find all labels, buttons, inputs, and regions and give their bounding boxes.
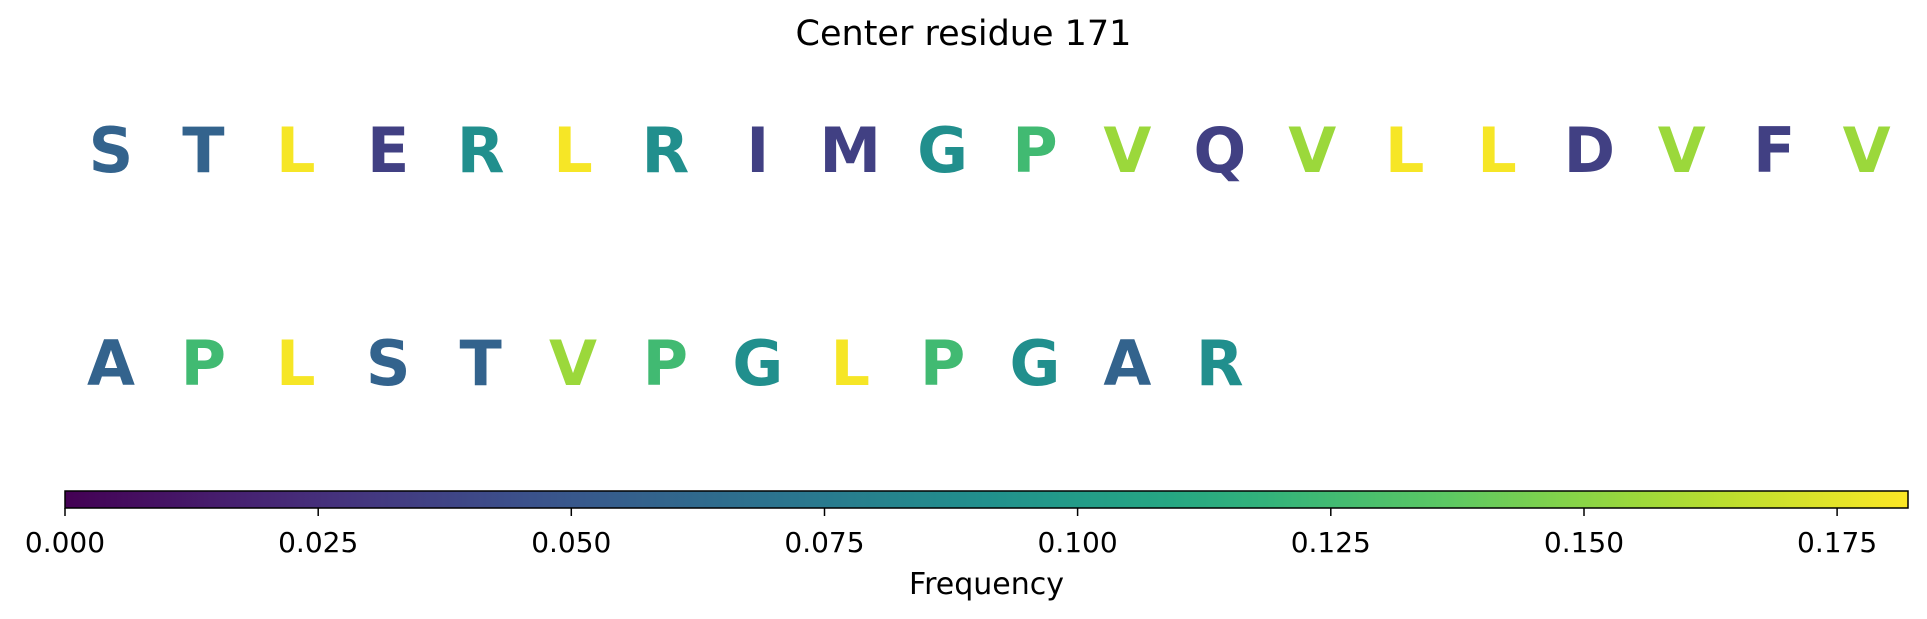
residue-letter: L xyxy=(553,114,593,187)
residue-letter: L xyxy=(276,114,316,187)
colorbar-tick-label: 0.150 xyxy=(1544,526,1624,559)
residue-letter: Q xyxy=(1193,114,1246,187)
colorbar-tick-label: 0.175 xyxy=(1797,526,1877,559)
colorbar-frame xyxy=(64,490,1909,509)
residue-letter: E xyxy=(367,114,409,187)
residue-letter: I xyxy=(746,114,769,187)
residue-letter: A xyxy=(87,327,135,400)
residue-letter: P xyxy=(1012,114,1057,187)
colorbar-gradient xyxy=(65,491,1908,508)
residue-letter: L xyxy=(830,327,870,400)
residue-letter: F xyxy=(1753,114,1795,187)
colorbar-tick-label: 0.000 xyxy=(25,526,105,559)
colorbar: 0.000 0.025 0.050 0.075 0.100 0.125 0.150 0.175… xyxy=(25,490,1909,602)
colorbar-tick-label: 0.100 xyxy=(1038,526,1118,559)
residue-letter: R xyxy=(1196,327,1244,400)
residue-letter: R xyxy=(642,114,690,187)
residue-letter: L xyxy=(276,327,316,400)
colorbar-label: Frequency xyxy=(909,567,1064,602)
residue-letter: P xyxy=(643,327,688,400)
colorbar-tick-label: 0.075 xyxy=(784,526,864,559)
residue-letter: R xyxy=(457,114,505,187)
residue-letter: S xyxy=(366,327,411,400)
residue-letter: L xyxy=(1385,114,1425,187)
residue-letter: G xyxy=(1010,327,1061,400)
residue-letter: G xyxy=(917,114,968,187)
residue-letter: G xyxy=(732,327,783,400)
residue-letter: D xyxy=(1564,114,1615,187)
residue-letter: V xyxy=(1288,114,1336,187)
residue-letters: S T L E R L R I M G P V Q V L L D V F VA P L S T V P G L P G A R xyxy=(87,114,1891,400)
residue-letter: A xyxy=(1103,327,1151,400)
residue-letter: L xyxy=(1477,114,1517,187)
residue-letter: V xyxy=(1103,114,1151,187)
chart-title: Center residue 171 xyxy=(795,14,1132,54)
residue-letter: P xyxy=(920,327,965,400)
residue-letter: V xyxy=(1658,114,1706,187)
residue-letter: M xyxy=(819,114,881,187)
colorbar-tick-label: 0.025 xyxy=(278,526,358,559)
residue-letter: T xyxy=(182,114,224,187)
colorbar-ticks: 0.000 0.025 0.050 0.075 0.100 0.125 0.150 0.175 xyxy=(25,508,1877,559)
residue-letter: P xyxy=(181,327,226,400)
residue-letter: V xyxy=(549,327,597,400)
residue-letter: V xyxy=(1843,114,1891,187)
residue-letter: S xyxy=(89,114,134,187)
colorbar-tick-label: 0.125 xyxy=(1291,526,1371,559)
colorbar-tick-label: 0.050 xyxy=(531,526,611,559)
residue-letter: T xyxy=(459,327,501,400)
